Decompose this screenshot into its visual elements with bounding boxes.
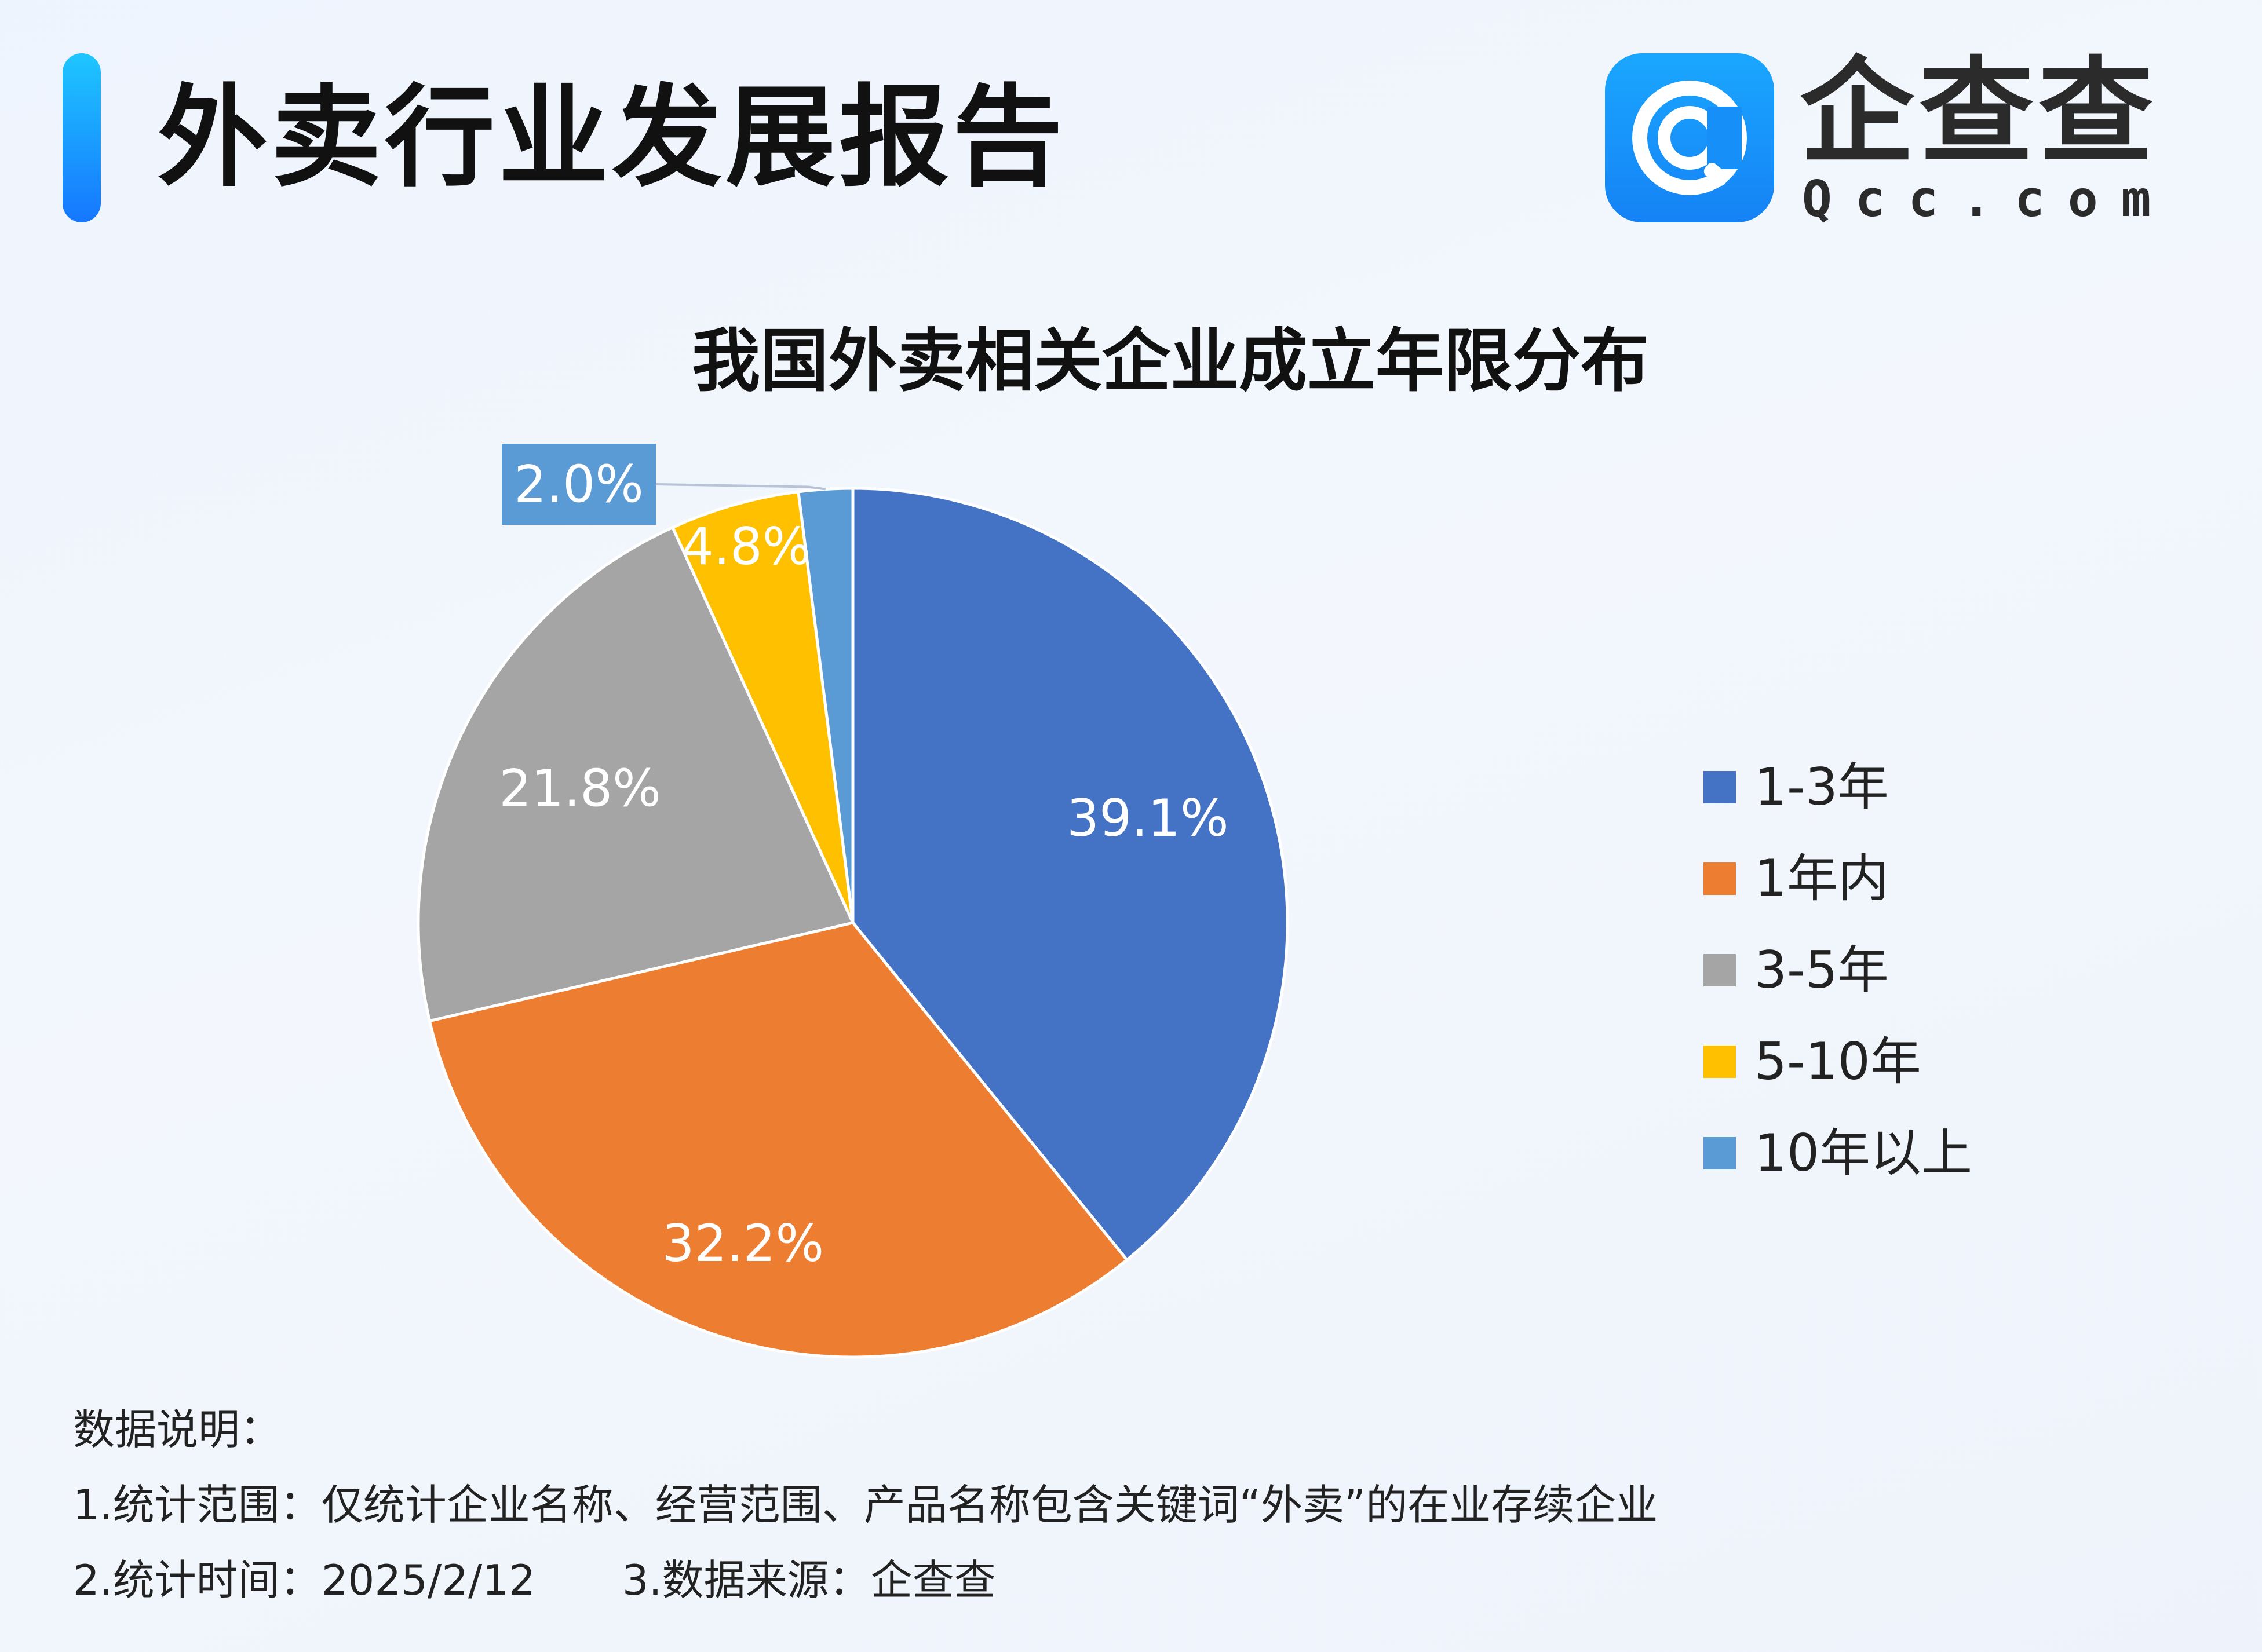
qcc-logo-domain: Qcc.com	[1802, 170, 2175, 228]
slice-data-label: 21.8%	[499, 759, 661, 818]
slice-data-label: 32.2%	[662, 1214, 824, 1273]
legend-label: 1-3年	[1754, 757, 1889, 817]
slice-data-label: 4.8%	[681, 517, 811, 576]
legend-swatch	[1703, 862, 1736, 895]
legend-label: 3-5年	[1754, 940, 1889, 1000]
legend-swatch	[1703, 954, 1736, 986]
qcc-logo-name: 企查查	[1800, 45, 2158, 179]
legend-item-3-5: 3-5年	[1703, 924, 1972, 1016]
callout-leader-line	[655, 483, 826, 491]
qcc-logo-icon	[1605, 53, 1774, 222]
pie-slice	[851, 487, 1289, 1262]
chart-title: 我国外卖相关企业成立年限分布	[691, 321, 1649, 401]
data-notes: 数据说明： 1.统计范围：仅统计企业名称、经营范围、产品名称包含关键词“外卖”的…	[73, 1401, 1658, 1627]
notes-source: 3.数据来源：企查查	[622, 1556, 996, 1605]
legend-label: 5-10年	[1754, 1032, 1921, 1091]
legend-item-within-1: 1年内	[1703, 833, 1972, 924]
slice-data-label: 2.0%	[514, 455, 644, 514]
pie-slice	[428, 921, 1129, 1359]
chart-legend: 1-3年 1年内 3-5年 5-10年 10年以上	[1703, 741, 1972, 1199]
legend-swatch	[1703, 771, 1736, 803]
callout-box	[502, 444, 656, 525]
qcc-logo: 企查查 Qcc.com	[1605, 49, 2184, 228]
legend-label: 1年内	[1754, 849, 1889, 908]
notes-meta: 2.统计时间：2025/2/12 3.数据来源：企查查	[73, 1551, 1658, 1627]
pie-slice	[797, 487, 855, 923]
legend-label: 10年以上	[1754, 1123, 1972, 1183]
legend-item-5-10: 5-10年	[1703, 1016, 1972, 1108]
notes-heading: 数据说明：	[73, 1405, 282, 1454]
report-title: 外卖行业发展报告	[158, 74, 1067, 202]
title-accent-bar	[63, 53, 101, 222]
legend-swatch	[1703, 1046, 1736, 1078]
legend-item-over-10: 10年以上	[1703, 1108, 1972, 1199]
legend-item-1-3: 1-3年	[1703, 741, 1972, 833]
slice-data-label: 39.1%	[1067, 788, 1229, 848]
notes-scope: 1.统计范围：仅统计企业名称、经营范围、产品名称包含关键词“外卖”的在业存续企业	[73, 1481, 1658, 1529]
pie-slice	[670, 490, 855, 924]
pie-slice	[417, 525, 855, 1023]
notes-time: 2.统计时间：2025/2/12	[73, 1556, 535, 1605]
legend-swatch	[1703, 1137, 1736, 1169]
